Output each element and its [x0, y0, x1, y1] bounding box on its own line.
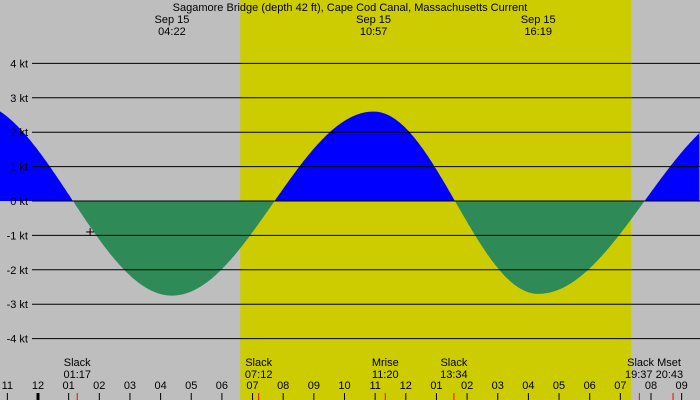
event-time-label: 19:37 20:43 — [625, 369, 683, 381]
hour-tick-label: 09 — [308, 380, 320, 392]
hour-tick-label: 07 — [246, 380, 258, 392]
y-tick-label: 4 kt — [10, 58, 28, 70]
y-tick-label: 0 kt — [10, 196, 28, 208]
hour-tick-label: 01 — [63, 380, 75, 392]
y-gridlines: 4 kt 3 kt 2 kt 1 kt 0 kt -1 kt -2 kt -3 kt -4 kt — [7, 58, 700, 346]
hour-tick-label: 06 — [216, 380, 228, 392]
hour-tick-label: 02 — [93, 380, 105, 392]
hour-tick-label: 11 — [2, 380, 13, 392]
peak-date-label: Sep 15 — [155, 14, 190, 26]
ebb-current-area — [455, 201, 645, 294]
hour-tick-label: 02 — [461, 380, 473, 392]
hour-tick-label: 12 — [32, 380, 44, 392]
hour-tick-label: 09 — [676, 380, 688, 392]
hour-tick-label: 08 — [277, 380, 289, 392]
peak-date-label: Sep 15 — [521, 14, 556, 26]
event-time-label: 11:20 — [372, 369, 399, 381]
y-tick-label: 3 kt — [10, 93, 28, 105]
flood-current-area — [0, 111, 73, 201]
y-tick-label: 1 kt — [10, 162, 28, 174]
hour-tick-label: 03 — [492, 380, 504, 392]
y-tick-label: -2 kt — [7, 265, 28, 277]
peak-time-label: 16:19 — [524, 26, 552, 38]
peak-time-label: 04:22 — [158, 26, 186, 38]
hour-tick-label: 06 — [584, 380, 596, 392]
chart-title: Sagamore Bridge (depth 42 ft), Cape Cod … — [173, 2, 528, 14]
event-name-label: Slack — [440, 357, 467, 369]
y-tick-label: -1 kt — [7, 230, 28, 242]
ebb-current-area — [73, 201, 274, 296]
hour-tick-label: 08 — [645, 380, 657, 392]
event-name-label: Mrise — [372, 357, 399, 369]
y-tick-label: -4 kt — [7, 334, 28, 346]
hour-tick-label: 05 — [553, 380, 565, 392]
event-time-label: 13:34 — [440, 369, 468, 381]
peak-time-label: 10:57 — [360, 26, 388, 38]
hour-tick-label: 12 — [400, 380, 412, 392]
y-tick-label: 2 kt — [10, 127, 28, 139]
event-time-label: 07:12 — [245, 369, 273, 381]
hour-tick-label: 01 — [430, 380, 442, 392]
y-tick-label: -3 kt — [7, 299, 28, 311]
hour-tick-label: 04 — [522, 380, 534, 392]
event-name-label: Slack Mset — [627, 357, 681, 369]
chart-labels: Sagamore Bridge (depth 42 ft), Cape Cod … — [2, 2, 688, 400]
hour-tick-label: 07 — [614, 380, 626, 392]
hour-tick-label: 04 — [154, 380, 166, 392]
hour-tick-label: 05 — [185, 380, 197, 392]
flood-current-area — [274, 111, 455, 201]
hour-tick-label: 10 — [338, 380, 350, 392]
hour-tick-label: 03 — [124, 380, 136, 392]
event-name-label: Slack — [64, 357, 91, 369]
hour-tick-label: 11 — [369, 380, 380, 392]
event-time-label: 01:17 — [63, 369, 91, 381]
event-name-label: Slack — [245, 357, 272, 369]
peak-date-label: Sep 15 — [356, 14, 391, 26]
